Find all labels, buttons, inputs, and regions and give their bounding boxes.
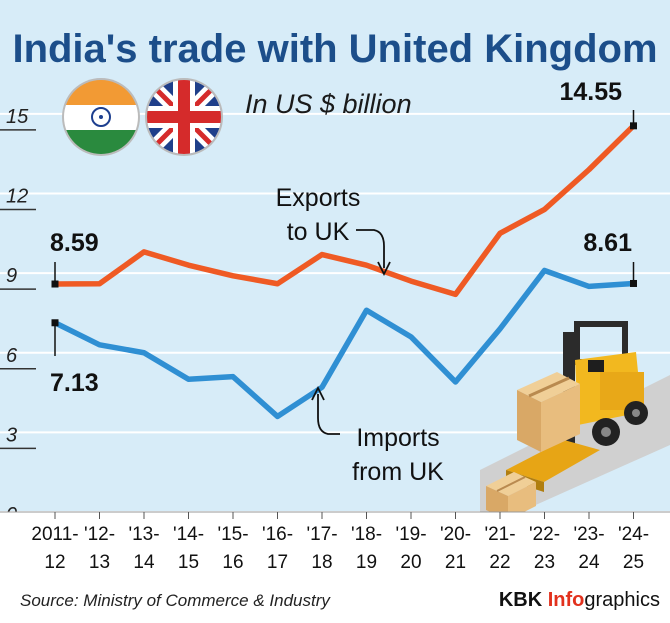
forklift-icon: [480, 321, 670, 520]
chart-subtitle: In US $ billion: [245, 89, 412, 119]
x-tick-label: 19: [356, 552, 377, 573]
x-tick-label: 20: [400, 552, 421, 573]
x-tick-label: 14: [133, 552, 155, 573]
x-tick-label: '13-: [128, 524, 159, 545]
x-axis-band: [0, 512, 670, 623]
x-tick-label: '15-: [217, 524, 248, 545]
annotations: Exports to UK Imports from UK: [276, 184, 445, 486]
x-tick-label: '19-: [395, 524, 426, 545]
x-tick-label: 13: [89, 552, 110, 573]
series-layer: 8.59 14.55 7.13 8.61: [50, 78, 637, 420]
exports-annotation: Exports: [276, 184, 361, 212]
x-tick-label: '17-: [306, 524, 337, 545]
x-tick-label: '23-: [573, 524, 604, 545]
data-label: 14.55: [559, 78, 622, 106]
x-tick-label: 25: [623, 552, 644, 573]
uk-flag-icon: [145, 78, 223, 156]
y-tick-label: 9: [6, 265, 17, 287]
imports-pointer: [317, 394, 340, 435]
x-tick-label: 18: [311, 552, 332, 573]
x-tick-label: 2011-: [31, 524, 78, 545]
x-tick-label: '14-: [173, 524, 204, 545]
imports-annotation: from UK: [352, 458, 444, 486]
data-label: 7.13: [50, 369, 99, 397]
imports-annotation: Imports: [356, 424, 439, 452]
x-axis-ticks: 2011- 12 '12- 13 '13- 14 '14- 15 '15- 16 '16- 17 '17…: [31, 512, 649, 573]
brand-accent: Info: [548, 589, 585, 611]
data-label: 8.61: [583, 229, 632, 257]
x-tick-label: 21: [445, 552, 466, 573]
x-tick-label: '18-: [351, 524, 382, 545]
source-note: Source: Ministry of Commerce & Industry: [20, 591, 331, 610]
chart-title: India's trade with United Kingdom: [12, 27, 657, 71]
brand-prefix: KBK: [499, 589, 543, 611]
exports-annotation: to UK: [287, 218, 350, 246]
x-tick-label: 22: [489, 552, 510, 573]
exports-pointer-head: [377, 261, 391, 277]
data-label: 8.59: [50, 229, 99, 257]
x-tick-label: '12-: [84, 524, 115, 545]
y-tick-label: 3: [6, 424, 17, 446]
x-tick-label: 15: [178, 552, 199, 573]
brand-suffix: graphics: [584, 589, 660, 611]
imports-pointer-head: [311, 385, 325, 401]
x-tick-label: '24-: [618, 524, 649, 545]
x-tick-label: 12: [44, 552, 65, 573]
brand-logo: KBK Infographics: [499, 589, 660, 611]
x-tick-label: '22-: [529, 524, 560, 545]
y-tick-label: 12: [6, 186, 28, 208]
x-tick-label: 23: [534, 552, 555, 573]
x-tick-label: 24: [578, 552, 600, 573]
x-tick-label: '20-: [440, 524, 471, 545]
exports-pointer: [356, 229, 385, 268]
y-tick-label: 15: [6, 106, 29, 128]
x-tick-label: 16: [222, 552, 243, 573]
x-tick-label: '21-: [484, 524, 515, 545]
x-tick-label: 17: [267, 552, 288, 573]
imports-line: [52, 267, 637, 420]
y-tick-label: 6: [6, 345, 18, 367]
exports-line: [52, 123, 637, 298]
x-tick-label: '16-: [262, 524, 293, 545]
